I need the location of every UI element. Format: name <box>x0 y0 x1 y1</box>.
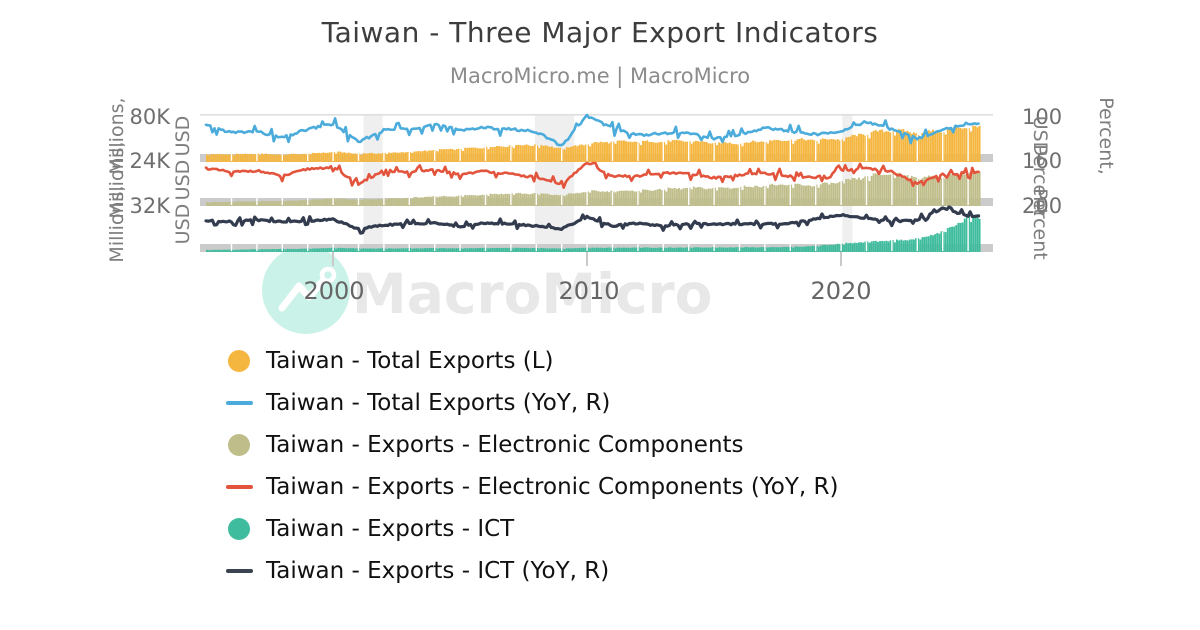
legend-marker-circle <box>228 434 250 456</box>
legend-marker-line <box>226 569 253 573</box>
right-axis-title-panel3: Percent <box>1029 124 1161 324</box>
axis-title-line <box>1095 124 1117 324</box>
right-axis-tick-panel2: 160 <box>1022 149 1063 173</box>
x-axis-tickmark <box>840 252 842 266</box>
x-axis-label-2010: 2010 <box>558 277 620 305</box>
legend: Taiwan - Total Exports (L) Taiwan - Tota… <box>226 340 839 592</box>
right-axis-tick-panel1: 100 <box>1022 105 1063 129</box>
left-axis-title-panel3: Millions, USD <box>62 124 194 324</box>
chart-title: Taiwan - Three Major Export Indicators <box>321 16 879 49</box>
legend-marker-line <box>226 401 253 405</box>
left-axis-tick-panel3: 32K <box>129 194 171 218</box>
axis-title-line: Millions, <box>106 185 128 263</box>
legend-item-total-exports[interactable]: Taiwan - Total Exports (L) <box>228 340 839 382</box>
legend-item-electronic-components-yoy[interactable]: Taiwan - Exports - Electronic Components… <box>226 466 839 508</box>
left-axis-tick-panel2: 24K <box>129 149 171 173</box>
axis-title-line: USD <box>172 203 194 245</box>
legend-label: Taiwan - Exports - Electronic Components… <box>266 474 839 500</box>
legend-marker-circle <box>228 518 250 540</box>
legend-marker-circle <box>228 350 250 372</box>
legend-label: Taiwan - Exports - Electronic Components <box>266 432 744 458</box>
legend-item-total-exports-yoy[interactable]: Taiwan - Total Exports (YoY, R) <box>226 382 839 424</box>
x-axis-tickmark <box>586 252 588 266</box>
legend-item-electronic-components[interactable]: Taiwan - Exports - Electronic Components <box>228 424 839 466</box>
watermark-text: MacroMicro <box>352 262 713 326</box>
legend-label: Taiwan - Exports - ICT (YoY, R) <box>266 558 610 584</box>
left-axis-tick-panel1: 80K <box>129 105 171 129</box>
x-axis-label-2000: 2000 <box>303 277 365 305</box>
legend-item-ict-yoy[interactable]: Taiwan - Exports - ICT (YoY, R) <box>226 550 839 592</box>
chart-subtitle: MacroMicro.me | MacroMicro <box>449 64 751 88</box>
right-axis-tick-panel3: 200 <box>1022 194 1063 218</box>
x-axis-tickmark <box>332 252 334 266</box>
legend-marker-line <box>226 485 253 489</box>
legend-item-ict[interactable]: Taiwan - Exports - ICT <box>228 508 839 550</box>
legend-label: Taiwan - Total Exports (L) <box>266 348 554 374</box>
axis-title-line: Percent <box>1029 188 1051 260</box>
chart-plot-area[interactable] <box>200 108 995 260</box>
macromicro-logo-icon <box>262 246 350 334</box>
x-axis-label-2020: 2020 <box>810 277 872 305</box>
legend-label: Taiwan - Exports - ICT <box>266 516 515 542</box>
legend-label: Taiwan - Total Exports (YoY, R) <box>266 390 611 416</box>
